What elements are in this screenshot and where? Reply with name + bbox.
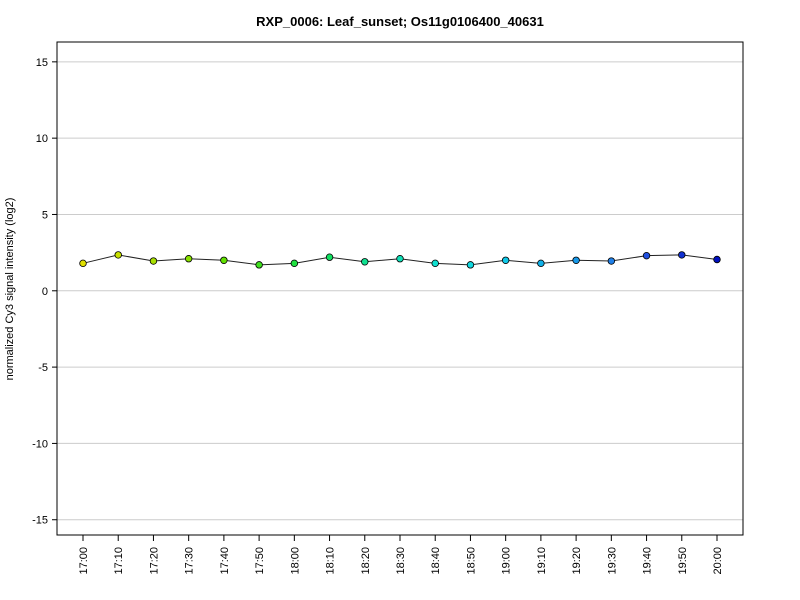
x-tick-label: 17:30: [184, 547, 196, 575]
x-axis: 17:00 17:10 17:20 17:30 17:40 17:50 18:00 18:10…: [78, 534, 724, 575]
x-tick-label: 19:00: [501, 547, 513, 575]
x-tick-label: 18:30: [395, 547, 407, 575]
data-point: [431, 259, 439, 268]
x-tick-label: 19:20: [571, 547, 583, 575]
data-point: [466, 261, 475, 269]
data-point: [713, 255, 721, 264]
data-point: [607, 257, 616, 265]
data-point: [642, 251, 651, 260]
data-points: [79, 251, 721, 269]
data-point: [290, 259, 299, 268]
x-tick-label: 17:50: [254, 547, 266, 575]
data-point: [537, 259, 545, 268]
x-tick-label: 17:00: [78, 547, 90, 575]
y-tick-label: 15: [36, 57, 48, 69]
y-tick-label: 0: [42, 286, 48, 298]
x-tick-label: 20:00: [712, 547, 724, 575]
x-tick-label: 18:00: [289, 547, 301, 575]
data-point: [501, 256, 510, 264]
x-tick-label: 19:40: [642, 547, 654, 575]
y-tick-label: -5: [38, 362, 48, 374]
x-tick-label: 17:40: [219, 547, 231, 575]
x-tick-label: 18:40: [430, 547, 442, 575]
x-tick-label: 19:30: [606, 547, 618, 575]
y-axis: -15 -10 -5 0 5 10 15: [32, 57, 57, 527]
grid-lines: [57, 61, 743, 521]
y-tick-label: -10: [32, 438, 48, 450]
data-point: [325, 253, 334, 261]
x-tick-label: 17:10: [113, 547, 125, 575]
data-point: [114, 251, 122, 259]
data-point: [678, 251, 686, 259]
x-tick-label: 18:10: [325, 547, 337, 575]
y-tick-label: -15: [32, 515, 48, 527]
data-point: [396, 255, 404, 263]
data-point: [361, 258, 369, 266]
chart-title: RXP_0006: Leaf_sunset; Os11g0106400_4063…: [256, 14, 544, 29]
x-tick-label: 18:50: [465, 547, 477, 575]
data-point: [572, 256, 580, 264]
data-point: [149, 257, 158, 265]
x-tick-label: 18:20: [360, 547, 372, 575]
data-point: [220, 256, 228, 264]
x-tick-label: 19:10: [536, 547, 548, 575]
y-tick-label: 5: [42, 209, 48, 221]
x-tick-label: 19:50: [677, 547, 689, 575]
data-point: [79, 259, 87, 268]
x-tick-label: 17:20: [148, 547, 160, 575]
y-tick-label: 10: [36, 133, 48, 145]
data-point: [255, 261, 263, 269]
data-point: [184, 255, 193, 263]
y-axis-label: normalized Cy3 signal intensity (log2): [4, 198, 16, 381]
